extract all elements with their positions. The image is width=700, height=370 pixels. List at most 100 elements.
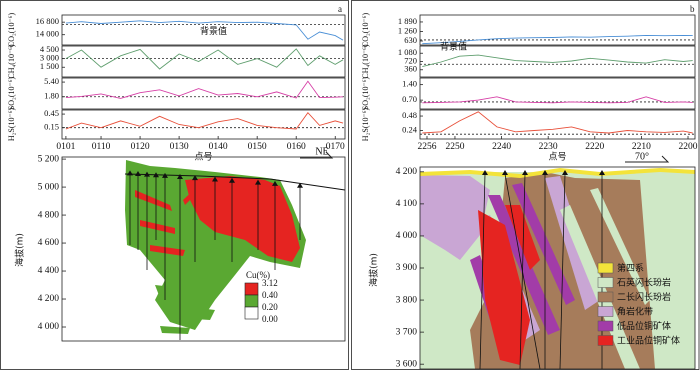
high-grade-vein xyxy=(150,245,185,256)
direction-label: NE xyxy=(315,146,328,157)
y-tick-label: 14 000 xyxy=(36,29,59,39)
x-tick-label: 0150 xyxy=(248,142,267,152)
y-axis-label: 海拔(m) xyxy=(14,233,26,267)
y-axis-label: CO₂(10⁻⁶) xyxy=(361,13,370,48)
hornfels-band xyxy=(545,176,600,310)
legend-swatch xyxy=(597,306,614,317)
drill-marker xyxy=(542,170,548,175)
y-axis-label: SO₂(10⁻⁶) xyxy=(361,76,370,110)
y-tick-label: 4 600 xyxy=(38,238,60,248)
legend-label: 角岩化带 xyxy=(617,306,653,318)
drill-marker xyxy=(522,170,528,175)
y-axis-label: CH₄(10⁻⁶) xyxy=(361,44,370,79)
y-tick-label: 4 200 xyxy=(396,167,418,177)
x-tick-label: 2200 xyxy=(679,142,698,152)
ore-body xyxy=(478,210,530,365)
drill-marker xyxy=(127,170,133,176)
drill-marker xyxy=(135,170,141,176)
y-tick-label: 720 xyxy=(404,55,417,65)
data-line xyxy=(422,111,693,134)
plot-frame xyxy=(419,109,696,140)
y-tick-label: 3 600 xyxy=(396,359,418,369)
plot-frame xyxy=(419,14,696,46)
direction-label: 70° xyxy=(635,151,649,162)
y-tick-label: 0.45 xyxy=(44,108,59,118)
y-tick-label: 3 800 xyxy=(396,295,418,305)
legend-class: 3.12 xyxy=(262,278,278,288)
y-tick-label: 360 xyxy=(404,64,417,74)
y-axis-label: SO₂(10⁻⁶) xyxy=(7,76,16,110)
x-tick-label: 0101 xyxy=(56,142,75,152)
drill-hole xyxy=(479,173,486,370)
y-axis-label: H₂S(10⁻⁶) xyxy=(7,107,16,141)
x-tick-label: 0110 xyxy=(92,142,111,152)
drill-marker xyxy=(144,171,150,177)
x-tick-label: 0160 xyxy=(287,142,306,152)
data-line xyxy=(65,80,344,99)
legend-label: 二长闪长玢岩 xyxy=(617,291,671,303)
x-tick-label: 0140 xyxy=(209,142,228,152)
y-tick-label: 3 000 xyxy=(40,53,59,63)
y-tick-label: 4 000 xyxy=(396,231,418,241)
y-tick-label: 4 800 xyxy=(38,210,60,220)
drill-marker xyxy=(229,177,235,183)
legend-class: 0.00 xyxy=(262,314,278,324)
panel-label: a xyxy=(338,4,342,14)
plot-frame xyxy=(61,77,346,110)
x-tick-label: 2250 xyxy=(445,142,464,152)
y-tick-label: 16 800 xyxy=(36,16,59,26)
annotation: 背景值 xyxy=(440,40,467,52)
legend-label: 石英闪长玢岩 xyxy=(617,277,671,289)
y-tick-label: 4 400 xyxy=(38,266,60,276)
legend-swatch xyxy=(597,262,614,274)
x-tick-label: 2256 xyxy=(417,142,436,152)
direction-arrow xyxy=(300,151,334,159)
drill-hole xyxy=(559,173,566,370)
low-grade-lens xyxy=(175,305,215,320)
plot-frame xyxy=(419,77,696,110)
legend-swatch xyxy=(597,277,614,288)
drill-marker xyxy=(272,180,278,186)
y-tick-label: 1 890 xyxy=(398,16,417,26)
y-tick-label: 5.40 xyxy=(44,76,59,86)
y-tick-label: 1 080 xyxy=(398,47,417,57)
drill-marker xyxy=(162,172,168,178)
drill-marker xyxy=(255,179,261,185)
plot-frame xyxy=(61,109,346,140)
annotation: 背景值 xyxy=(200,25,227,37)
direction-arrow xyxy=(625,155,670,163)
drill-marker xyxy=(192,175,198,181)
y-tick-label: 0.48 xyxy=(402,110,417,120)
section-frame xyxy=(61,156,346,342)
y-axis-label: 海拔(m) xyxy=(368,253,380,287)
high-grade-vein xyxy=(140,220,175,234)
y-tick-label: 5 000 xyxy=(38,182,60,192)
x-tick-label: 0130 xyxy=(170,142,189,152)
legend-swatch xyxy=(244,306,259,320)
high-grade-zone xyxy=(185,176,300,262)
legend-title: Cu(%) xyxy=(246,270,270,280)
drill-marker xyxy=(599,170,605,175)
drill-marker xyxy=(502,170,508,175)
legend-swatch xyxy=(597,291,614,303)
surface xyxy=(124,173,346,191)
drill-hole xyxy=(519,173,526,370)
y-tick-label: 1.80 xyxy=(44,91,59,101)
data-line xyxy=(422,54,693,68)
data-line xyxy=(65,48,344,70)
hornfels xyxy=(420,175,490,260)
quaternary xyxy=(420,168,695,178)
legend-label: 第四系 xyxy=(617,262,644,274)
y-tick-label: 3 900 xyxy=(396,263,418,273)
drill-marker xyxy=(177,174,183,179)
y-axis-label: CH₄(10⁻⁶) xyxy=(7,44,16,79)
y-tick-label: 0.15 xyxy=(44,122,59,132)
legend-label: 工业品位铜矿体 xyxy=(617,335,680,347)
data-line xyxy=(65,111,344,130)
high-grade-vein xyxy=(135,190,172,211)
legend-swatch xyxy=(597,335,614,346)
x-tick-label: 0120 xyxy=(131,142,150,152)
data-line xyxy=(422,96,693,104)
legend-swatch xyxy=(244,294,259,308)
legend-swatch xyxy=(597,320,614,332)
